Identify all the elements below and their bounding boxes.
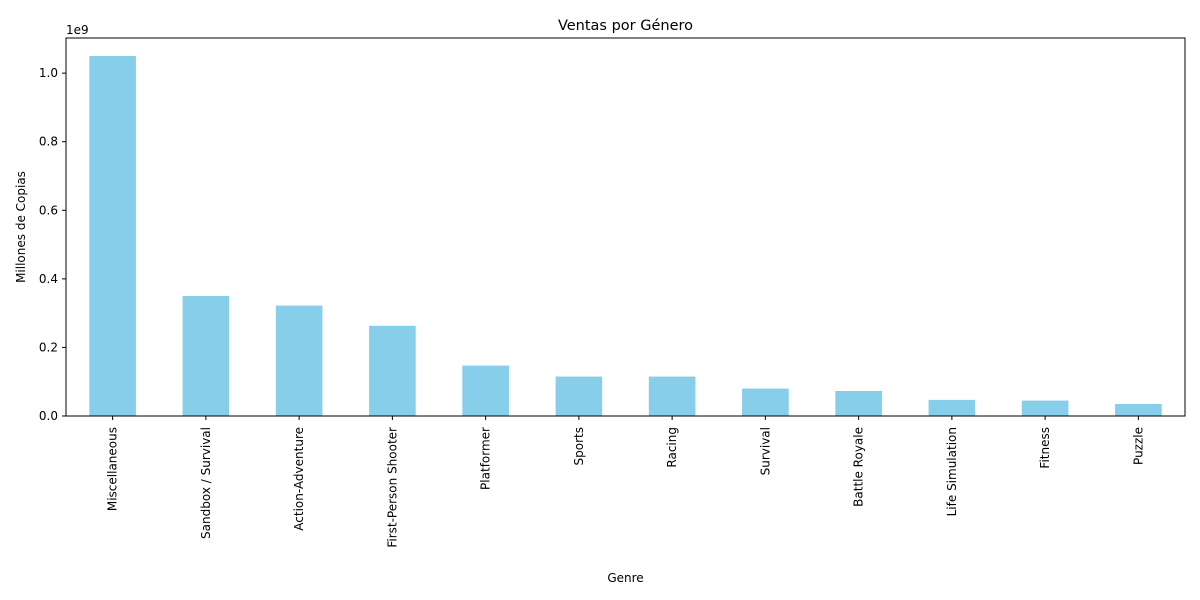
x-axis-label: Genre <box>607 571 643 585</box>
bars-group <box>89 56 1162 416</box>
x-tick-label: Sandbox / Survival <box>199 427 213 539</box>
y-tick-label: 0.2 <box>39 340 58 354</box>
bar-racing <box>648 376 696 416</box>
bar-platformer <box>462 365 509 416</box>
y-tick-label: 0.6 <box>39 203 58 217</box>
x-tick-label: Racing <box>665 427 679 468</box>
x-tick-label: Life Simulation <box>945 427 959 516</box>
bar-sports <box>555 376 603 416</box>
bar-action-adventure <box>275 305 323 416</box>
x-tick-label: Survival <box>758 427 772 475</box>
bar-battle-royale <box>835 390 882 416</box>
bar-life-simulation <box>928 399 976 416</box>
y-tick-label: 1.0 <box>39 66 58 80</box>
y-tick-label: 0.0 <box>39 409 58 423</box>
x-tick-label: Sports <box>572 427 586 465</box>
x-tick-label: First-Person Shooter <box>385 427 399 548</box>
x-tick-label: Miscellaneous <box>106 427 120 511</box>
y-tick-label: 0.4 <box>39 272 58 286</box>
x-tick-label: Action-Adventure <box>292 427 306 531</box>
chart-title: Ventas por Género <box>558 18 693 34</box>
plot-frame <box>65 37 1186 417</box>
bar-miscellaneous <box>89 56 136 416</box>
x-tick-label: Puzzle <box>1131 427 1145 465</box>
bar-puzzle <box>1115 404 1162 416</box>
bar-fitness <box>1021 400 1069 416</box>
bar-first-person-shooter <box>369 325 416 416</box>
x-axis: Miscellaneous Sandbox / Survival Action-Ad… <box>106 416 1145 548</box>
y-axis-label: Millones de Copias <box>14 171 28 283</box>
y-axis: 0.0 0.2 0.4 0.6 0.8 1.0 <box>39 66 66 423</box>
bar-survival <box>742 388 789 416</box>
x-tick-label: Battle Royale <box>852 427 866 507</box>
x-tick-label: Fitness <box>1038 427 1052 469</box>
y-tick-label: 0.8 <box>39 135 58 149</box>
y-axis-offset-label: 1e9 <box>66 23 89 37</box>
x-tick-label: Platformer <box>479 427 493 490</box>
bar-sandbox-survival <box>182 296 230 416</box>
